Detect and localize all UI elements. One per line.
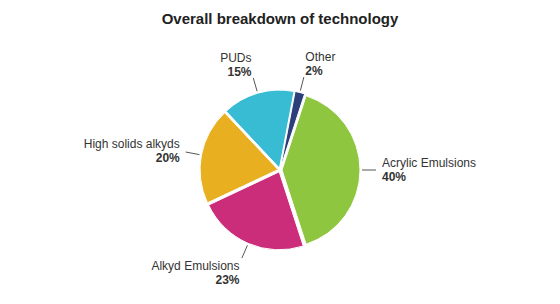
value-label: 20% (156, 151, 180, 165)
value-label: 2% (305, 64, 323, 78)
value-label: 40% (382, 170, 406, 184)
leader-line (362, 170, 376, 171)
slices (200, 90, 360, 250)
leader-line (242, 245, 248, 258)
value-label: 15% (228, 65, 252, 79)
title: Overall breakdown of technology (162, 10, 399, 27)
value-label: 23% (215, 273, 239, 287)
slice-label: Acrylic Emulsions (382, 156, 476, 170)
chart-container: Overall breakdown of technology Acrylic E… (0, 0, 560, 304)
leader-line (186, 152, 200, 155)
leader-line (300, 77, 303, 91)
slice-label: PUDs (220, 51, 251, 65)
slice (280, 91, 304, 168)
slice-label: Alkyd Emulsions (151, 259, 239, 273)
chart: Overall breakdown of technology Acrylic E… (0, 0, 560, 304)
labels: Acrylic Emulsions40% Alkyd Emulsions23% Hi… (84, 50, 476, 286)
slice-label: High solids alkyds (84, 137, 180, 151)
slice-label: Other (305, 50, 335, 64)
leader-line (253, 78, 257, 91)
